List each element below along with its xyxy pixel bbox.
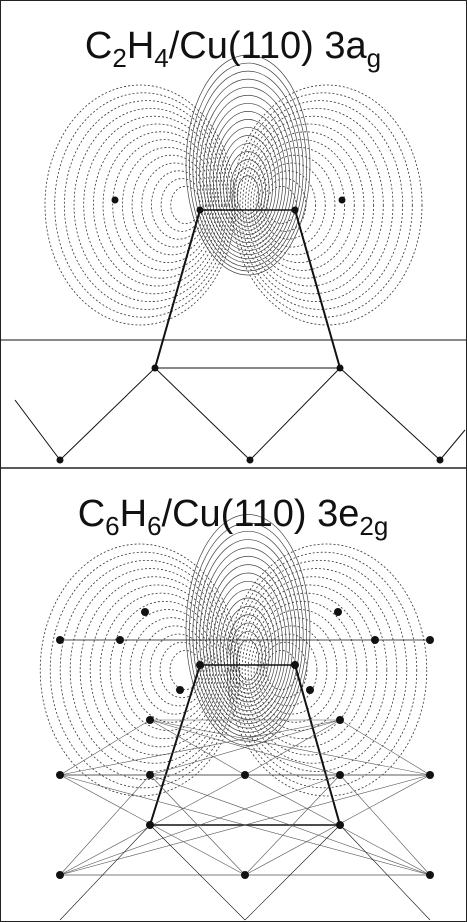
- atom: [291, 661, 299, 669]
- bond: [295, 210, 340, 368]
- contour-negative: [64, 101, 229, 310]
- lattice-line: [60, 720, 340, 775]
- lattice-line: [150, 720, 430, 775]
- bond: [245, 825, 340, 920]
- lattice-line: [245, 720, 340, 775]
- contour-positive: [200, 548, 297, 728]
- title-subscript: 4: [154, 43, 168, 73]
- atom: [371, 636, 379, 644]
- figure: C2H4/Cu(110) 3ag C6H6/Cu(110) 3e2g: [0, 0, 467, 922]
- frame: [1, 1, 467, 922]
- title-subscript: g: [367, 43, 381, 73]
- contour-negative: [237, 101, 402, 310]
- bond: [340, 825, 430, 920]
- bond: [150, 825, 245, 920]
- contour-positive: [224, 606, 273, 697]
- bond: [155, 210, 200, 368]
- lattice-line: [340, 720, 430, 775]
- atom: [334, 608, 342, 616]
- bond: [60, 368, 155, 460]
- atom: [196, 661, 204, 669]
- atom: [336, 716, 344, 724]
- title-text: C: [85, 25, 112, 67]
- contour-positive: [230, 623, 265, 689]
- atom: [339, 197, 346, 204]
- atom: [146, 821, 154, 829]
- panel-bottom: [40, 515, 434, 921]
- contour-positive: [224, 144, 273, 231]
- contour-positive: [234, 631, 263, 684]
- atom: [146, 771, 154, 779]
- lattice-line: [60, 775, 150, 875]
- contour-negative: [230, 552, 417, 788]
- atom: [146, 716, 154, 724]
- bond: [440, 430, 465, 460]
- panel-top: [0, 55, 467, 464]
- contour-negative: [256, 155, 335, 255]
- atom: [337, 365, 344, 372]
- atom: [241, 771, 249, 779]
- bond: [60, 825, 150, 920]
- panel-title: C6H6/Cu(110) 3e2g: [78, 493, 389, 541]
- title-text: H: [120, 493, 147, 535]
- atom: [306, 686, 314, 694]
- atom: [56, 871, 64, 879]
- title-text: H: [127, 25, 154, 67]
- atom: [197, 207, 204, 214]
- title-subscript: 6: [105, 511, 119, 541]
- atom: [116, 636, 124, 644]
- atom: [437, 457, 444, 464]
- atom: [112, 197, 119, 204]
- atom: [247, 457, 254, 464]
- title-text: C: [78, 493, 105, 535]
- atom: [336, 821, 344, 829]
- contour-negative: [240, 108, 393, 301]
- contour-positive: [227, 152, 269, 227]
- atom: [152, 365, 159, 372]
- atom: [241, 871, 249, 879]
- contour-negative: [103, 132, 219, 278]
- contour-negative: [113, 140, 217, 271]
- title-text: /Cu(110) 3a: [169, 25, 368, 67]
- atom: [426, 771, 434, 779]
- title-subscript: 2g: [359, 511, 388, 541]
- atom: [56, 771, 64, 779]
- contour-positive: [206, 565, 289, 720]
- atom: [292, 207, 299, 214]
- title-subscript: 2: [112, 43, 126, 73]
- contour-positive: [186, 55, 310, 275]
- atom: [141, 608, 149, 616]
- lattice-line: [340, 775, 430, 875]
- bond: [155, 368, 250, 460]
- atom: [57, 457, 64, 464]
- bond: [340, 368, 440, 460]
- title-text: /Cu(110) 3e: [162, 493, 360, 535]
- contour-negative: [130, 618, 213, 723]
- contour-negative: [171, 186, 200, 223]
- bond: [15, 400, 60, 460]
- contour-negative: [60, 560, 234, 779]
- contour-negative: [120, 610, 216, 731]
- atom: [426, 871, 434, 879]
- title-subscript: 6: [147, 511, 161, 541]
- bond: [250, 368, 340, 460]
- contour-negative: [132, 155, 211, 255]
- lattice-line: [150, 720, 245, 775]
- atom: [336, 771, 344, 779]
- atom: [426, 636, 434, 644]
- atom: [176, 686, 184, 694]
- contour-positive: [220, 598, 276, 702]
- panel-title: C2H4/Cu(110) 3ag: [85, 25, 381, 73]
- atom: [56, 636, 64, 644]
